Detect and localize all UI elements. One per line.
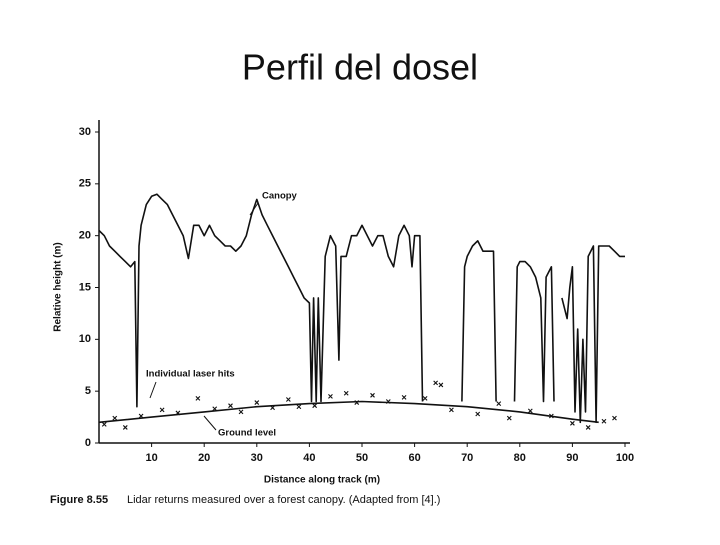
leader-line [149, 381, 157, 399]
laser-hit [385, 399, 391, 404]
series-line [98, 400, 599, 424]
x-tick-label: 80 [514, 452, 526, 464]
annotation: Canopy [262, 191, 298, 202]
laser-hit [159, 407, 165, 413]
laser-hit [433, 380, 439, 386]
laser-hit [254, 400, 260, 405]
laser-hit [270, 405, 275, 411]
laser-hit [612, 415, 617, 421]
y-axis-label: Relative height (m) [53, 242, 64, 331]
leader-line [203, 415, 217, 431]
caption-text: Lidar returns measured over a forest can… [127, 494, 440, 506]
laser-hit [438, 382, 444, 388]
laser-hit [548, 413, 554, 419]
laser-hit [370, 392, 375, 398]
laser-hit [570, 420, 575, 426]
laser-hit [138, 413, 144, 419]
laser-hit [449, 407, 454, 413]
chart-title: Perfil del dosel [242, 47, 478, 88]
x-tick-label: 70 [461, 452, 473, 464]
annotation: Ground level [218, 428, 276, 439]
x-tick-label: 30 [251, 452, 263, 464]
laser-hit [175, 410, 181, 416]
laser-hit [296, 404, 302, 410]
y-tick-label: 15 [79, 281, 91, 293]
laser-hit [506, 415, 512, 421]
laser-hit [285, 397, 291, 402]
laser-hit [496, 401, 502, 406]
laser-hit [122, 425, 128, 430]
laser-hit [312, 403, 318, 409]
x-tick-label: 50 [356, 452, 368, 464]
laser-hit [228, 403, 233, 409]
y-tick-label: 20 [79, 230, 91, 242]
laser-hit [101, 421, 107, 427]
laser-hit [195, 396, 201, 401]
laser-hit [475, 411, 481, 417]
x-tick-label: 20 [198, 452, 210, 464]
x-tick-label: 10 [145, 452, 157, 464]
x-tick-label: 40 [303, 452, 315, 464]
laser-hit [343, 390, 349, 396]
y-tick-label: 30 [79, 126, 91, 138]
y-tick-label: 25 [79, 178, 91, 190]
annotation: Individual laser hits [146, 369, 235, 380]
laser-hit [354, 400, 360, 405]
y-tick-label: 5 [85, 385, 91, 397]
laser-hit [328, 393, 333, 399]
x-tick-label: 100 [616, 452, 634, 464]
laser-hit [422, 396, 428, 401]
y-tick-label: 0 [85, 437, 91, 449]
caption-figure: Figure 8.55 [50, 494, 108, 506]
x-tick-label: 90 [566, 452, 578, 464]
y-tick-label: 10 [79, 333, 91, 345]
laser-hit [238, 409, 244, 415]
series-line [98, 193, 625, 424]
laser-hit [401, 394, 407, 400]
laser-hit [212, 406, 218, 412]
laser-hit [112, 415, 118, 421]
laser-hit [585, 425, 591, 430]
x-axis-label: Distance along track (m) [264, 475, 380, 486]
laser-hit [601, 418, 607, 424]
x-tick-label: 60 [408, 452, 420, 464]
laser-hit [527, 408, 533, 414]
